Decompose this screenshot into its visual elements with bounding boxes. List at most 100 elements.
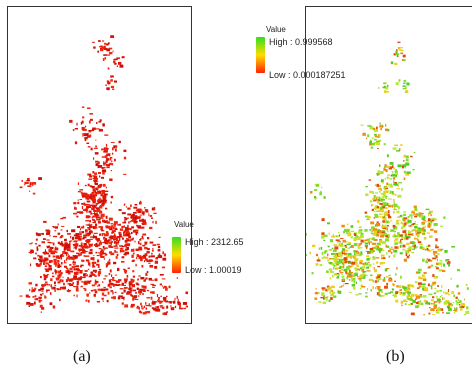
raster-cell (107, 291, 110, 295)
raster-cell (86, 142, 90, 145)
raster-cell (329, 290, 332, 293)
raster-cell (91, 219, 95, 221)
raster-cell (75, 232, 80, 236)
raster-cell (150, 296, 153, 300)
raster-cell (94, 271, 97, 274)
raster-cell (71, 229, 76, 233)
raster-cell (372, 127, 376, 131)
raster-cell (93, 190, 97, 193)
raster-cell (69, 267, 73, 271)
raster-cell (92, 188, 96, 192)
raster-cell (411, 223, 414, 226)
raster-cell (391, 171, 394, 173)
raster-cell (341, 285, 345, 287)
raster-cell (71, 266, 76, 269)
raster-cell (117, 240, 120, 244)
raster-cell (443, 291, 445, 294)
raster-cell (19, 186, 23, 189)
raster-cell (440, 225, 443, 227)
raster-cell (62, 276, 64, 278)
raster-cell (98, 172, 101, 174)
raster-cell (179, 307, 183, 310)
raster-cell (339, 244, 344, 247)
raster-cell (41, 232, 44, 235)
raster-cell (391, 165, 394, 169)
raster-cell (73, 234, 78, 237)
raster-cell (400, 238, 404, 241)
raster-cell (138, 248, 143, 251)
raster-cell (80, 226, 84, 229)
raster-cell (87, 280, 90, 284)
raster-cell (88, 231, 91, 235)
raster-cell (350, 277, 353, 280)
raster-cell (415, 213, 420, 216)
raster-cell (43, 252, 47, 255)
raster-cell (138, 290, 143, 294)
raster-cell (387, 174, 391, 176)
raster-cell (38, 244, 41, 247)
raster-cell (393, 206, 396, 210)
raster-cell (111, 274, 113, 277)
raster-cell (396, 205, 400, 207)
raster-cell (64, 251, 68, 255)
raster-cell (28, 252, 33, 254)
raster-cell (427, 267, 431, 269)
raster-cell (442, 297, 444, 300)
raster-cell (122, 237, 124, 240)
raster-cell (133, 211, 137, 214)
raster-cell (50, 251, 54, 255)
raster-cell (318, 301, 322, 303)
raster-cell (353, 250, 356, 253)
raster-cell (134, 215, 138, 218)
raster-cell (388, 274, 391, 277)
raster-cell (74, 141, 78, 145)
legend-title-a: Value (174, 220, 194, 229)
raster-cell (383, 82, 387, 85)
raster-cell (40, 311, 42, 313)
raster-cell (423, 237, 427, 240)
raster-cell (396, 285, 399, 288)
raster-cell (347, 272, 350, 275)
raster-cell (53, 226, 55, 229)
raster-cell (321, 252, 324, 255)
raster-cell (36, 297, 38, 300)
raster-cell (119, 247, 124, 250)
raster-cell (429, 303, 431, 305)
raster-cell (151, 302, 156, 305)
raster-cell (89, 292, 91, 294)
raster-cell (415, 301, 419, 305)
raster-cell (144, 209, 149, 212)
raster-cell (455, 300, 457, 302)
raster-cell (378, 87, 380, 89)
raster-cell (360, 251, 363, 255)
raster-cell (377, 170, 381, 174)
raster-cell (399, 239, 402, 242)
raster-cell (53, 258, 57, 262)
raster-cell (339, 270, 341, 272)
raster-cell (104, 233, 109, 237)
raster-cell (122, 221, 126, 224)
raster-cell (359, 259, 364, 262)
raster-cell (387, 210, 390, 214)
raster-cell (59, 242, 64, 246)
raster-cell (139, 214, 142, 216)
raster-cell (97, 198, 102, 201)
raster-cell (128, 239, 132, 242)
raster-cell (88, 223, 90, 226)
raster-cell (91, 257, 95, 260)
raster-cell (401, 285, 404, 289)
raster-cell (438, 262, 443, 265)
raster-cell (372, 191, 374, 194)
raster-cell (59, 265, 62, 268)
raster-cell (104, 207, 108, 210)
raster-cell (107, 81, 111, 85)
raster-cell (407, 233, 412, 236)
raster-cell (50, 278, 53, 282)
raster-cell (148, 255, 151, 258)
raster-cell (383, 213, 388, 216)
raster-cell (82, 276, 86, 279)
raster-cell (411, 232, 413, 236)
raster-cell (32, 184, 34, 187)
raster-cell (341, 242, 343, 245)
raster-cell (403, 218, 406, 222)
